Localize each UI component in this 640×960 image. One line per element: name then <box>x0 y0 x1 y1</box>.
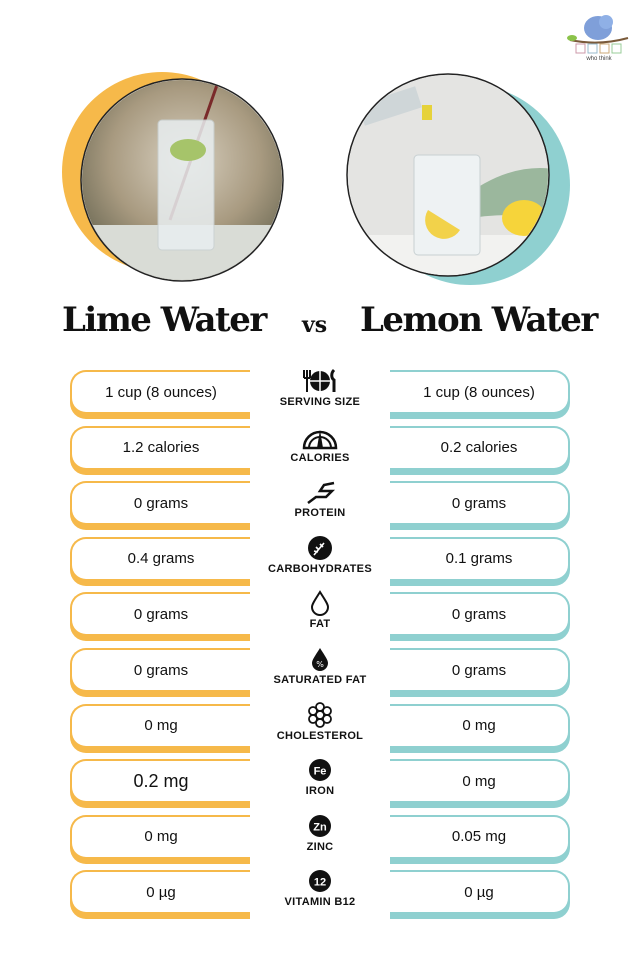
lemon-value: 0.05 mg <box>390 814 570 859</box>
nutrient-label-group: Zn ZINC <box>250 813 390 853</box>
nutrient-label: PROTEIN <box>294 507 346 520</box>
nutrition-row: 0 grams FAT 0 grams <box>0 590 640 642</box>
lime-value: 1.2 calories <box>70 425 250 470</box>
drop-icon <box>250 590 390 617</box>
lemon-value: 0.2 calories <box>390 425 570 470</box>
lemon-value: 0.1 grams <box>390 536 570 581</box>
nutrient-label: SATURATED FAT <box>273 674 367 686</box>
nutrient-label-group: SERVING SIZE <box>250 368 390 408</box>
nutrient-label-group: FAT <box>250 590 390 630</box>
lemon-value: 0 grams <box>390 481 570 526</box>
lemon-water-title: Lemon Water <box>360 300 598 340</box>
lime-value: 1 cup (8 ounces) <box>70 370 250 414</box>
nutrient-label-group: Fe IRON <box>250 757 390 797</box>
lime-value: 0 mg <box>70 814 250 859</box>
nutrient-label: VITAMIN B12 <box>284 896 356 909</box>
zn-icon: Zn <box>250 813 390 839</box>
nutrient-label-group: CARBOHYDRATES <box>250 535 390 575</box>
lime-water-photo <box>62 72 284 282</box>
nutrient-label: CHOLESTEROL <box>276 729 364 742</box>
lemon-value: 0 mg <box>390 703 570 748</box>
lime-value: 0 grams <box>70 648 250 692</box>
svg-text:12: 12 <box>314 877 326 889</box>
lime-value: 0.2 mg <box>70 759 250 804</box>
lime-value: 0.4 grams <box>70 536 250 581</box>
vs-label: vs <box>302 312 328 338</box>
lemon-value: 0 grams <box>390 648 570 692</box>
lime-value: 0 mg <box>70 703 250 748</box>
lime-value: 0 grams <box>70 592 250 637</box>
cholesterol-icon <box>250 701 390 728</box>
nutrient-label-group: PROTEIN <box>250 479 390 519</box>
nutrition-row: 1.2 calories CALORIES 0.2 calories <box>0 424 640 476</box>
nutrition-row: 0 grams PROTEIN 0 grams <box>0 481 640 531</box>
lime-value: 0 grams <box>70 481 250 526</box>
logo-subtext: who think <box>586 56 612 62</box>
percent-drop-icon: % <box>250 646 390 672</box>
svg-text:Zn: Zn <box>313 821 327 833</box>
nutrition-row: 0 mg Zn ZINC 0.05 mg <box>0 813 640 865</box>
nutrient-label-group: % SATURATED FAT <box>250 646 390 686</box>
nutrition-row: 0 grams% SATURATED FAT 0 grams <box>0 648 640 698</box>
lemon-value: 1 cup (8 ounces) <box>390 370 570 414</box>
nutrient-label: FAT <box>309 618 331 631</box>
protein-helix-icon <box>250 479 390 505</box>
lime-water-title: Lime Water <box>62 300 267 340</box>
nutrient-label-group: CHOLESTEROL <box>250 701 390 742</box>
nutrition-row: 1 cup (8 ounces) SERVING SIZE 1 cup (8 oun… <box>0 368 640 420</box>
lemon-water-photo <box>346 73 570 285</box>
b12-icon: 12 <box>250 868 390 894</box>
nutrient-label: CARBOHYDRATES <box>268 562 372 575</box>
lime-value: 0 µg <box>70 870 250 915</box>
nutrient-label: ZINC <box>306 840 334 853</box>
lemon-value: 0 mg <box>390 759 570 804</box>
svg-text:%: % <box>316 660 324 669</box>
wheat-icon <box>250 535 390 561</box>
nutrient-label: CALORIES <box>290 451 350 464</box>
nutrition-row: 0.4 grams CARBOHYDRATES 0.1 grams <box>0 535 640 587</box>
lemon-value: 0 µg <box>390 870 570 915</box>
nutrient-label-group: CALORIES <box>250 424 390 464</box>
nutrition-row: 0 µg 12 VITAMIN B12 0 µg <box>0 870 640 920</box>
nutrient-label-group: 12 VITAMIN B12 <box>250 868 390 908</box>
moms-who-think-logo: who think <box>564 12 634 74</box>
plate-cutlery-icon <box>250 368 390 394</box>
nutrition-row: 0.2 mg Fe IRON 0 mg <box>0 759 640 809</box>
fe-icon: Fe <box>250 757 390 783</box>
nutrient-label: IRON <box>305 785 335 798</box>
nutrition-row: 0 mg CHOLESTEROL 0 mg <box>0 701 640 754</box>
nutrient-label: SERVING SIZE <box>279 396 361 408</box>
svg-text:Fe: Fe <box>314 766 327 778</box>
gauge-icon <box>250 424 390 450</box>
lemon-value: 0 grams <box>390 592 570 637</box>
